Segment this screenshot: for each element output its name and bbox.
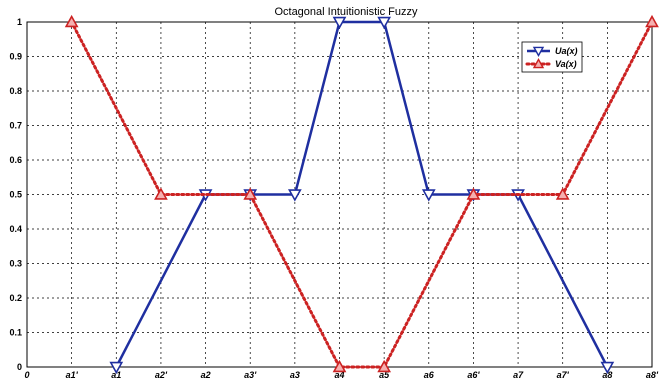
y-tick-label: 1 [17,17,22,27]
x-axis-ticks: 0 a1' a1 a2' a2 a3' a3 a4 a5 a6 a6' a7 a7' a8 a8' [24,370,658,380]
y-tick-label: 0.7 [9,121,22,131]
y-tick-label: 0.5 [9,190,22,200]
data-point [421,189,436,202]
data-point [466,187,481,200]
legend-label-ua: Ua(x) [555,46,578,56]
series-line-1 [70,20,654,369]
x-tick-label: a2 [201,370,211,380]
x-tick-label: a7 [513,370,524,380]
y-tick-label: 0.2 [9,293,22,303]
legend: Ua(x) Va(x) [521,41,583,73]
data-point [243,187,258,200]
data-point [377,16,392,30]
chart-title: Octagonal Intuitionistic Fuzzy [274,6,418,18]
x-tick-label: a6' [467,370,480,380]
data-point [154,187,168,200]
x-tick-label: 0 [24,370,29,380]
data-point [64,14,79,28]
data-point [287,189,302,202]
y-tick-label: 0.4 [9,224,22,234]
y-tick-label: 0 [17,362,22,372]
x-tick-label: a6 [424,370,435,380]
data-point [600,361,615,375]
x-tick-label: a4 [334,370,344,380]
legend-marker-va [532,58,545,69]
series [64,14,659,375]
legend-box [521,41,583,73]
y-tick-label: 0.3 [9,259,22,269]
data-point [555,187,570,200]
y-tick-label: 0.1 [9,328,22,338]
data-point [645,14,659,28]
legend-label-va: Va(x) [555,59,577,69]
x-tick-label: a5 [379,370,390,380]
x-tick-label: a3 [290,370,300,380]
x-tick-label: a8 [602,370,612,380]
x-tick-label: a1' [66,370,79,380]
data-point [109,361,124,375]
data-point [377,359,392,373]
data-point [332,16,347,30]
x-tick-label: a7' [557,370,570,380]
data-point [332,359,347,373]
y-tick-label: 0.9 [9,52,22,62]
x-tick-label: a1 [111,370,121,380]
legend-marker-ua [532,46,545,57]
y-tick-label: 0.6 [9,155,22,165]
x-tick-label: a2' [155,370,168,380]
y-tick-label: 0.8 [9,86,22,96]
x-tick-label: a3' [244,370,257,380]
x-tick-label: a8' [646,370,659,380]
y-axis-ticks: 0 0.1 0.2 0.3 0.4 0.5 0.6 0.7 0.8 0.9 1 [9,17,22,372]
